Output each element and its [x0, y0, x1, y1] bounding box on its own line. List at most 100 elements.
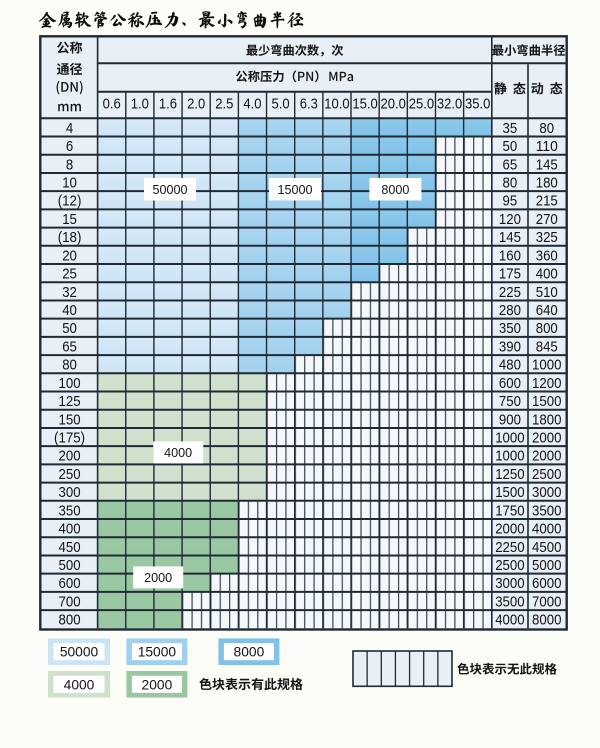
svg-text:1000: 1000 — [532, 357, 561, 374]
svg-text:(12): (12) — [58, 193, 82, 210]
svg-text:4000: 4000 — [164, 446, 192, 460]
svg-text:200: 200 — [59, 448, 81, 465]
svg-text:3000: 3000 — [532, 484, 561, 501]
svg-text:640: 640 — [536, 302, 558, 319]
svg-text:3500: 3500 — [532, 502, 561, 519]
svg-text:(18): (18) — [58, 229, 82, 246]
svg-text:110: 110 — [536, 138, 558, 155]
svg-text:1.0: 1.0 — [131, 97, 149, 113]
svg-text:175: 175 — [499, 266, 521, 283]
svg-text:1250: 1250 — [495, 466, 524, 483]
svg-text:6.3: 6.3 — [300, 97, 318, 113]
svg-text:510: 510 — [536, 284, 558, 301]
svg-text:(175): (175) — [54, 430, 85, 447]
svg-text:50000: 50000 — [152, 183, 187, 197]
svg-text:350: 350 — [499, 320, 521, 337]
svg-text:600: 600 — [59, 575, 81, 592]
svg-text:100: 100 — [59, 375, 81, 392]
svg-text:270: 270 — [536, 211, 558, 228]
svg-text:2000: 2000 — [532, 430, 561, 447]
svg-text:845: 845 — [536, 338, 558, 355]
svg-text:40: 40 — [62, 302, 77, 319]
svg-text:215: 215 — [536, 193, 558, 210]
svg-text:25.0: 25.0 — [409, 97, 434, 113]
svg-text:8000: 8000 — [234, 645, 265, 660]
svg-text:1.6: 1.6 — [159, 97, 177, 113]
svg-text:4000: 4000 — [64, 677, 95, 692]
svg-text:480: 480 — [499, 357, 521, 374]
svg-text:145: 145 — [536, 156, 558, 173]
svg-text:800: 800 — [59, 612, 81, 629]
svg-text:450: 450 — [59, 539, 81, 556]
svg-text:32.0: 32.0 — [437, 97, 462, 113]
svg-text:15.0: 15.0 — [352, 97, 377, 113]
svg-text:3000: 3000 — [495, 575, 524, 592]
svg-text:2500: 2500 — [532, 466, 561, 483]
svg-text:7000: 7000 — [532, 593, 561, 610]
svg-text:2500: 2500 — [495, 557, 524, 574]
svg-text:3500: 3500 — [495, 593, 524, 610]
svg-text:160: 160 — [499, 247, 521, 264]
svg-text:2000: 2000 — [142, 677, 173, 692]
svg-text:280: 280 — [499, 302, 521, 319]
svg-text:1000: 1000 — [495, 430, 524, 447]
svg-text:8000: 8000 — [532, 612, 561, 629]
svg-text:5000: 5000 — [532, 557, 561, 574]
svg-text:1200: 1200 — [532, 375, 561, 392]
svg-text:150: 150 — [59, 411, 81, 428]
svg-text:6: 6 — [66, 138, 73, 155]
svg-text:20: 20 — [62, 247, 77, 264]
svg-text:4: 4 — [66, 120, 73, 137]
svg-text:2250: 2250 — [495, 539, 524, 556]
svg-text:6000: 6000 — [532, 575, 561, 592]
svg-text:1800: 1800 — [532, 411, 561, 428]
svg-text:10: 10 — [62, 175, 77, 192]
svg-text:120: 120 — [499, 211, 521, 228]
svg-text:8: 8 — [66, 156, 73, 173]
svg-text:400: 400 — [536, 266, 558, 283]
svg-text:360: 360 — [536, 247, 558, 264]
svg-text:500: 500 — [59, 557, 81, 574]
svg-text:80: 80 — [539, 120, 554, 137]
svg-text:2000: 2000 — [532, 448, 561, 465]
svg-text:15000: 15000 — [277, 183, 312, 197]
svg-text:4.0: 4.0 — [243, 97, 261, 113]
svg-text:1750: 1750 — [495, 502, 524, 519]
svg-text:2000: 2000 — [144, 571, 172, 585]
svg-text:32: 32 — [62, 284, 77, 301]
svg-text:700: 700 — [59, 593, 81, 610]
svg-text:4000: 4000 — [532, 521, 561, 538]
svg-text:4000: 4000 — [495, 612, 524, 629]
svg-text:50: 50 — [62, 320, 77, 337]
svg-text:180: 180 — [536, 175, 558, 192]
svg-text:65: 65 — [62, 338, 77, 355]
svg-text:350: 350 — [59, 502, 81, 519]
svg-text:20.0: 20.0 — [381, 97, 406, 113]
svg-text:125: 125 — [59, 393, 81, 410]
svg-text:80: 80 — [503, 175, 518, 192]
svg-text:35.0: 35.0 — [465, 97, 490, 113]
svg-text:250: 250 — [59, 466, 81, 483]
svg-text:50000: 50000 — [60, 645, 99, 660]
svg-text:65: 65 — [503, 156, 518, 173]
svg-text:25: 25 — [62, 266, 77, 283]
svg-text:600: 600 — [499, 375, 521, 392]
svg-text:2.0: 2.0 — [187, 97, 205, 113]
svg-text:15000: 15000 — [138, 645, 177, 660]
svg-text:900: 900 — [499, 411, 521, 428]
svg-text:145: 145 — [499, 229, 521, 246]
svg-text:2.5: 2.5 — [215, 97, 233, 113]
svg-text:0.6: 0.6 — [103, 97, 121, 113]
svg-text:1000: 1000 — [495, 448, 524, 465]
svg-text:80: 80 — [62, 357, 77, 374]
svg-text:400: 400 — [59, 521, 81, 538]
svg-text:95: 95 — [503, 193, 518, 210]
svg-text:5.0: 5.0 — [272, 97, 290, 113]
svg-text:8000: 8000 — [381, 183, 409, 197]
svg-text:1500: 1500 — [532, 393, 561, 410]
svg-text:2000: 2000 — [495, 521, 524, 538]
svg-text:50: 50 — [503, 138, 518, 155]
svg-text:35: 35 — [503, 120, 518, 137]
svg-text:4500: 4500 — [532, 539, 561, 556]
svg-text:325: 325 — [536, 229, 558, 246]
